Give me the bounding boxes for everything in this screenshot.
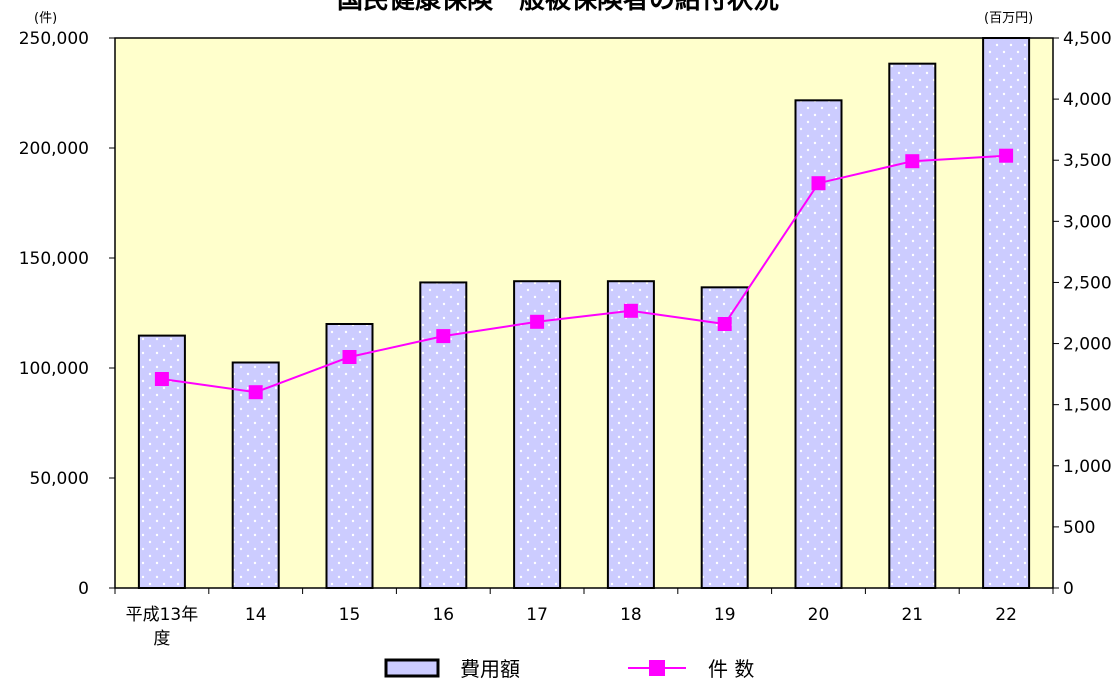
x-tick-label: 22 bbox=[995, 605, 1017, 625]
left-axis-unit: (件) bbox=[34, 11, 57, 26]
right-y-tick-label: 1,500 bbox=[1063, 396, 1112, 416]
left-y-tick-label: 150,000 bbox=[19, 249, 89, 269]
right-y-tick-label: 1,000 bbox=[1063, 457, 1112, 477]
right-y-tick-label: 4,000 bbox=[1063, 90, 1112, 110]
x-tick-label: 14 bbox=[245, 605, 267, 625]
x-axis-ticks bbox=[114, 588, 1054, 594]
left-y-axis: 0 50,000 100,000 150,000 200,000 250,000 bbox=[19, 29, 115, 599]
bar bbox=[231, 361, 280, 589]
bar bbox=[982, 37, 1031, 589]
right-y-tick-label: 4,500 bbox=[1063, 29, 1112, 49]
left-y-tick-label: 100,000 bbox=[19, 359, 89, 379]
line-point bbox=[623, 303, 638, 318]
right-axis-unit: (百万円) bbox=[984, 11, 1033, 26]
line-series bbox=[154, 148, 1014, 400]
line-point bbox=[905, 154, 920, 169]
right-y-tick-label: 0 bbox=[1063, 579, 1074, 599]
x-tick-label: 20 bbox=[808, 605, 830, 625]
bar bbox=[888, 62, 937, 589]
bar bbox=[794, 99, 843, 589]
legend-bar-label: 費用額 bbox=[460, 657, 520, 681]
left-y-tick-label: 50,000 bbox=[30, 469, 89, 489]
right-y-tick-label: 500 bbox=[1063, 518, 1095, 538]
right-y-tick-label: 3,500 bbox=[1063, 151, 1112, 171]
line-point bbox=[717, 317, 732, 331]
x-tick-label: 15 bbox=[339, 605, 361, 625]
series-line bbox=[161, 154, 1007, 394]
bar bbox=[513, 280, 562, 589]
legend-bar-swatch bbox=[384, 658, 440, 678]
bar bbox=[325, 323, 374, 589]
x-tick-label: 平成13年度 bbox=[126, 605, 199, 649]
bar bbox=[700, 286, 749, 589]
chart-title: 国民健康保険一般被保険者の給付状況 bbox=[337, 0, 779, 15]
x-tick-label: 16 bbox=[432, 605, 454, 625]
legend-line-label: 件 数 bbox=[708, 657, 754, 681]
line-point bbox=[154, 372, 169, 386]
x-tick-label: 19 bbox=[714, 605, 736, 625]
line-point bbox=[530, 314, 545, 329]
left-y-tick-label: 0 bbox=[78, 579, 89, 599]
x-tick-label: 18 bbox=[620, 605, 642, 625]
right-y-tick-label: 2,000 bbox=[1063, 335, 1112, 355]
line-point bbox=[999, 148, 1014, 163]
line-point bbox=[248, 385, 263, 400]
left-y-tick-label: 250,000 bbox=[19, 29, 89, 49]
legend: 費用額 件 数 bbox=[384, 657, 754, 681]
bar bbox=[606, 280, 655, 589]
legend-line-marker bbox=[649, 660, 665, 676]
x-axis-labels: 平成13年度 14 15 16 17 18 19 20 21 22 bbox=[126, 605, 1017, 649]
right-y-tick-label: 3,000 bbox=[1063, 212, 1112, 232]
line-point bbox=[811, 176, 826, 191]
line-point bbox=[436, 329, 451, 344]
x-tick-label: 21 bbox=[901, 605, 923, 625]
x-tick-label: 17 bbox=[526, 605, 548, 625]
line-point bbox=[342, 350, 357, 364]
right-y-axis: 0 500 1,000 1,500 2,000 2,500 3,000 3,500 4,000 4… bbox=[1053, 29, 1112, 599]
bar-series bbox=[137, 37, 1031, 589]
left-y-tick-label: 200,000 bbox=[19, 139, 89, 159]
bar bbox=[419, 281, 468, 589]
right-y-tick-label: 2,500 bbox=[1063, 273, 1112, 293]
